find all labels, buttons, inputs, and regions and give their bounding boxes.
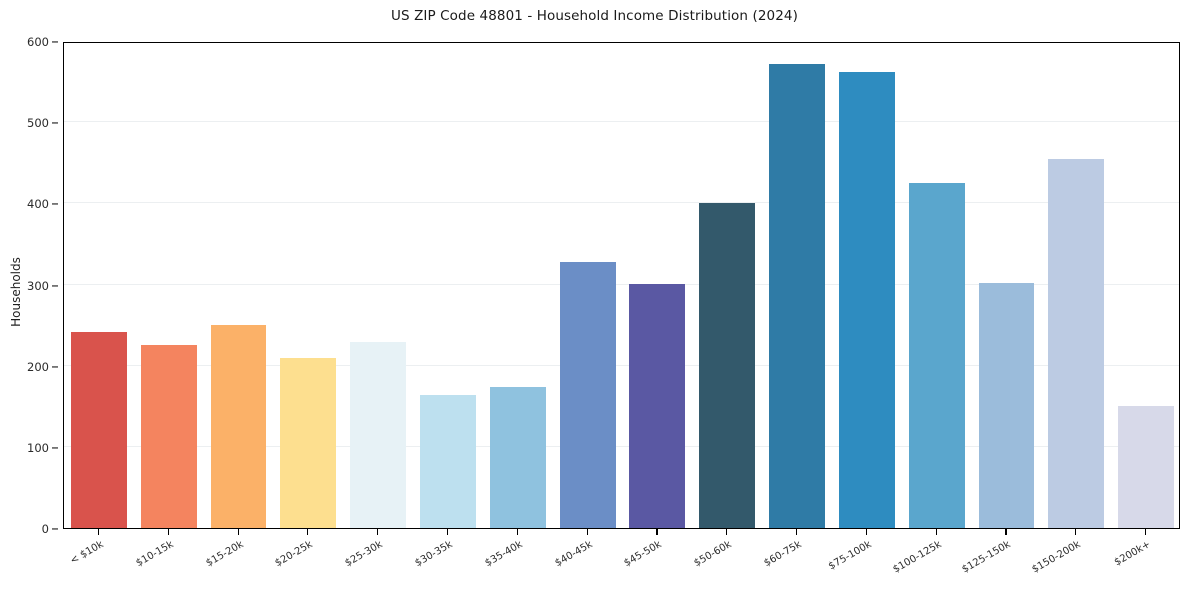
y-tick-mark (52, 284, 58, 287)
y-tick-mark (52, 122, 58, 124)
x-tick-mark (656, 529, 658, 535)
x-tick-mark (796, 529, 798, 535)
bar[interactable] (699, 203, 756, 528)
y-tick-label: 300 (27, 278, 49, 293)
x-tick-mark (377, 529, 379, 535)
x-tick-label: $25-30k (343, 539, 385, 570)
bar[interactable] (210, 325, 267, 528)
x-tick-mark (1145, 529, 1147, 535)
y-tick-mark (52, 203, 58, 205)
x-tick-label: $20-25k (273, 539, 315, 570)
bar[interactable] (629, 283, 686, 528)
x-tick-mark (586, 529, 588, 535)
x-tick-mark (1075, 529, 1077, 535)
x-tick-mark (167, 529, 169, 535)
bar[interactable] (489, 386, 546, 528)
bar[interactable] (838, 71, 895, 528)
x-tick-mark (865, 529, 867, 535)
y-tick-mark (52, 366, 58, 368)
y-tick-label: 500 (27, 116, 49, 131)
bar[interactable] (140, 345, 197, 528)
y-tick-mark (52, 528, 58, 530)
y-tick-label: 0 (41, 522, 49, 536)
bar[interactable] (70, 331, 127, 528)
x-tick-label: $125-150k (960, 539, 1013, 576)
bar[interactable] (420, 394, 476, 528)
x-tick-mark (1005, 529, 1007, 535)
bar[interactable] (908, 183, 965, 528)
bar[interactable] (1118, 406, 1174, 528)
gridline (64, 445, 1179, 447)
y-tick-label: 600 (27, 35, 49, 49)
y-tick-mark (52, 41, 58, 43)
bar[interactable] (559, 261, 616, 528)
x-tick-label: $10-15k (134, 539, 176, 570)
x-tick-label: $200k+ (1112, 539, 1153, 569)
chart-title: US ZIP Code 48801 - Household Income Dis… (391, 8, 798, 24)
gridline (64, 202, 1179, 204)
x-tick-mark (307, 529, 309, 535)
x-tick-label: $150-200k (1030, 539, 1083, 576)
y-tick-label: 200 (27, 359, 49, 374)
bar[interactable] (769, 63, 825, 528)
x-tick-mark (446, 529, 449, 535)
y-axis: Households 0 100 200 300 400 500 600 (0, 0, 63, 590)
x-tick-mark (726, 529, 728, 535)
x-tick-mark (516, 529, 518, 535)
gridline (64, 283, 1179, 285)
x-tick-mark (237, 529, 239, 535)
x-tick-label: $45-50k (622, 539, 664, 570)
plot-area (63, 42, 1180, 529)
x-tick-label: $60-75k (762, 539, 804, 570)
gridline (64, 364, 1179, 366)
x-axis: < $10k $10-15k $15-20k $20-25k $25-30k $30-35… (63, 529, 1180, 590)
x-tick-mark (935, 529, 937, 535)
x-tick-mark (97, 529, 99, 535)
bar[interactable] (978, 282, 1035, 528)
x-tick-label: $100-125k (890, 539, 944, 576)
x-axis-ticks (63, 529, 1180, 537)
x-tick-label: $75-100k (826, 539, 874, 573)
y-tick-mark (52, 447, 58, 449)
bars-layer (64, 43, 1179, 528)
bar[interactable] (350, 342, 407, 528)
x-tick-label: $15-20k (203, 539, 246, 570)
x-tick-label: $40-45k (552, 539, 595, 570)
x-tick-label: $35-40k (483, 539, 525, 570)
y-tick-label: 100 (27, 440, 49, 455)
gridline (64, 121, 1179, 123)
x-tick-label: $50-60k (692, 539, 734, 570)
y-axis-title: Households (9, 257, 23, 327)
bar[interactable] (280, 357, 337, 528)
y-tick-label: 400 (27, 197, 49, 212)
x-tick-label: $30-35k (413, 539, 455, 570)
bar[interactable] (1048, 158, 1105, 528)
